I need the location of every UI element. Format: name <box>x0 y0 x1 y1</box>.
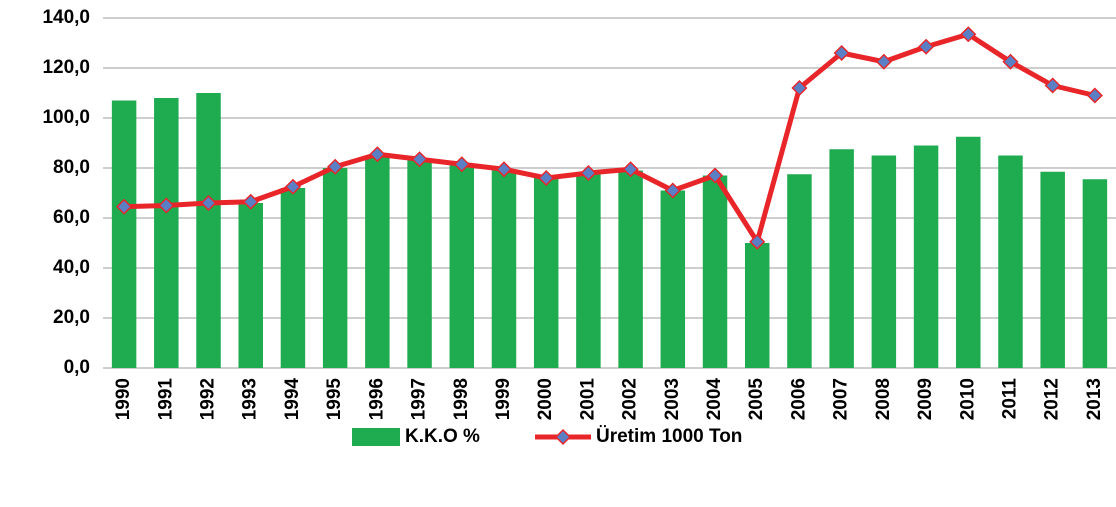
legend-marker <box>554 428 572 446</box>
line <box>124 31 1096 245</box>
bar <box>787 174 812 368</box>
bar <box>744 243 770 368</box>
marker <box>622 161 639 178</box>
bar <box>576 173 601 368</box>
marker <box>411 151 428 168</box>
bar <box>829 149 854 368</box>
marker <box>960 26 977 43</box>
marker <box>538 169 555 187</box>
bar <box>407 160 432 368</box>
marker <box>242 193 259 210</box>
x-tick-label: 2000 <box>535 378 556 420</box>
bar <box>998 155 1023 368</box>
x-tick-label: 1992 <box>198 378 219 420</box>
legend-swatch <box>352 428 400 446</box>
marker <box>158 197 175 214</box>
x-tick-label: 2012 <box>1042 378 1063 420</box>
x-tick-label: 1999 <box>493 378 514 420</box>
bar <box>913 145 939 368</box>
x-tick-label: 2010 <box>957 378 978 420</box>
x-tick-label: 2011 <box>999 378 1020 420</box>
bar <box>956 136 981 368</box>
x-tick-label: 2013 <box>1084 378 1105 420</box>
x-tick-label: 1991 <box>155 378 176 421</box>
marker <box>791 79 808 97</box>
x-tick-label: 2002 <box>620 378 641 420</box>
x-tick-label: 1998 <box>451 378 472 420</box>
x-tick-label: 2004 <box>704 378 725 421</box>
bar <box>618 170 643 368</box>
y-tick-label: 140,0 <box>42 7 90 28</box>
bar <box>449 165 475 368</box>
y-tick-label: 80,0 <box>53 157 90 178</box>
x-tick-label: 1995 <box>324 378 345 421</box>
x-tick-label: 1997 <box>409 378 430 420</box>
marker <box>116 198 133 215</box>
x-tick-label: 2008 <box>873 378 894 420</box>
y-tick-label: 120,0 <box>42 57 90 78</box>
bar <box>365 155 390 368</box>
x-tick-label: 2009 <box>915 378 936 420</box>
marker <box>833 44 850 62</box>
bar <box>322 168 348 368</box>
marker <box>453 156 470 173</box>
marker <box>580 164 597 182</box>
bar <box>702 175 728 368</box>
marker <box>495 161 513 178</box>
bar <box>660 190 686 368</box>
bar <box>1082 179 1108 368</box>
x-tick-label: 1996 <box>366 378 387 420</box>
x-tick-label: 2001 <box>577 378 598 421</box>
marker <box>918 38 935 55</box>
bar <box>154 98 179 368</box>
bar <box>491 170 517 368</box>
marker <box>200 194 217 212</box>
bar <box>196 93 221 368</box>
x-tick-label: 2007 <box>831 378 852 420</box>
marker <box>875 53 892 70</box>
y-tick-label: 40,0 <box>53 257 90 278</box>
legend-label: Üretim 1000 Ton <box>596 426 742 447</box>
bar <box>871 155 897 368</box>
bar <box>238 203 263 368</box>
marker <box>369 146 386 163</box>
x-tick-label: 2003 <box>662 378 683 420</box>
marker <box>327 158 344 175</box>
x-tick-label: 1993 <box>240 378 261 420</box>
marker <box>706 167 724 184</box>
y-tick-label: 20,0 <box>53 307 90 328</box>
marker <box>1086 87 1103 104</box>
bar <box>111 100 137 368</box>
x-tick-label: 1994 <box>282 378 303 421</box>
y-tick-label: 100,0 <box>42 107 90 128</box>
bar <box>1040 171 1065 368</box>
y-tick-label: 0,0 <box>64 357 90 378</box>
bar <box>533 178 559 368</box>
bar <box>280 188 306 368</box>
y-tick-label: 60,0 <box>53 207 90 228</box>
marker <box>1044 77 1061 94</box>
marker <box>284 178 301 195</box>
marker <box>1002 53 1019 70</box>
x-tick-label: 1990 <box>113 378 134 420</box>
marker <box>749 233 766 250</box>
x-tick-label: 2006 <box>788 378 809 420</box>
x-tick-label: 2005 <box>746 378 767 421</box>
legend-label: K.K.O % <box>405 426 480 447</box>
marker <box>664 182 681 199</box>
